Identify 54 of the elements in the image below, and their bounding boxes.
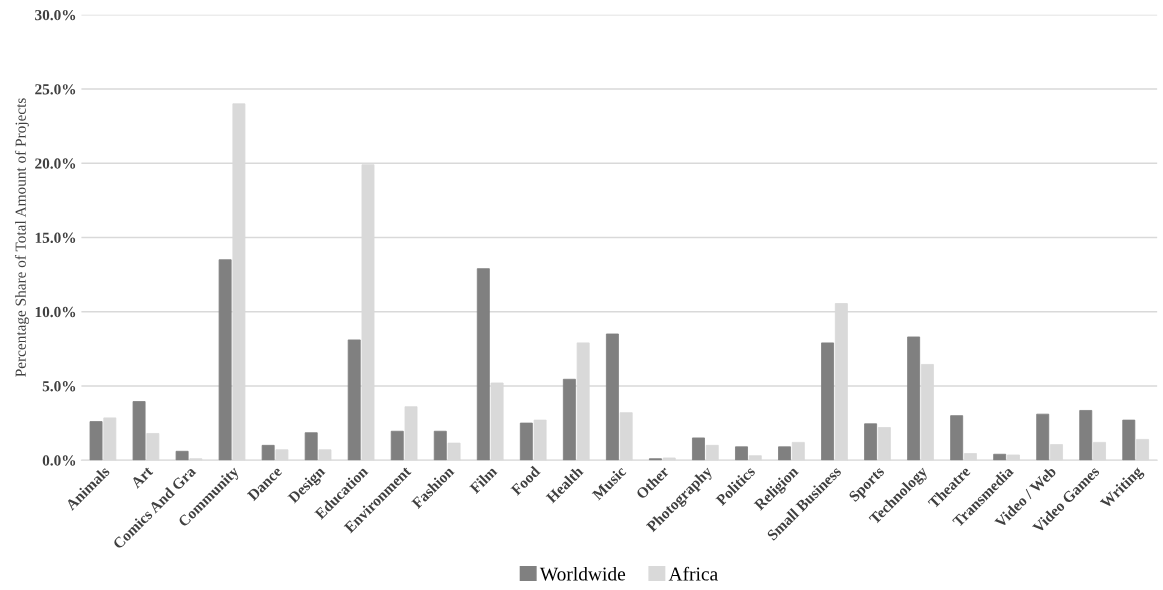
bar <box>692 437 705 461</box>
bar <box>864 423 878 461</box>
bar <box>533 419 547 461</box>
y-tick-label: 0.0% <box>42 455 76 466</box>
bar <box>705 444 719 461</box>
y-tick-label: 30.0% <box>35 9 76 21</box>
bar <box>1050 444 1063 461</box>
bar <box>175 450 189 461</box>
x-tick-label: Art <box>130 465 154 489</box>
bar <box>605 333 619 461</box>
bar <box>275 449 289 461</box>
bar <box>146 433 160 461</box>
y-tick-label: 25.0% <box>35 84 76 95</box>
bar <box>821 342 835 461</box>
bar <box>1093 441 1106 461</box>
bar <box>404 406 418 461</box>
y-tick-label: 15.0% <box>35 232 76 243</box>
bar <box>218 259 232 461</box>
bar <box>318 449 332 461</box>
y-tick-label: 5.0% <box>42 381 76 392</box>
legend-label: Worldwide <box>539 566 626 581</box>
bar <box>390 430 404 461</box>
bar <box>877 427 891 461</box>
bar <box>907 336 921 461</box>
bar <box>304 432 318 461</box>
bar <box>447 442 461 461</box>
bar <box>433 430 447 461</box>
bar <box>132 401 146 461</box>
bar <box>1136 438 1149 461</box>
legend-label: Africa <box>668 566 718 581</box>
bar <box>1079 410 1093 461</box>
bar <box>963 453 977 461</box>
bar <box>1122 419 1136 461</box>
bar <box>261 444 275 461</box>
y-tick-label: 10.0% <box>35 306 76 318</box>
bar <box>950 415 964 461</box>
bar <box>562 378 576 461</box>
bar <box>735 446 748 461</box>
y-tick-label: 20.0% <box>35 158 76 169</box>
bar <box>1036 413 1050 461</box>
bar <box>662 457 676 461</box>
bar <box>993 453 1007 461</box>
bar <box>476 268 490 461</box>
bar <box>89 421 103 461</box>
bar <box>347 339 361 461</box>
x-tick-label: Film <box>468 465 498 494</box>
bar <box>519 422 533 461</box>
bar <box>619 412 633 461</box>
bar <box>103 417 117 461</box>
bar <box>778 446 791 461</box>
y-axis-title: Percentage Share of Total Amount of Projects <box>14 98 29 377</box>
bar <box>748 455 762 461</box>
bar <box>1007 454 1020 461</box>
bar <box>791 441 805 461</box>
